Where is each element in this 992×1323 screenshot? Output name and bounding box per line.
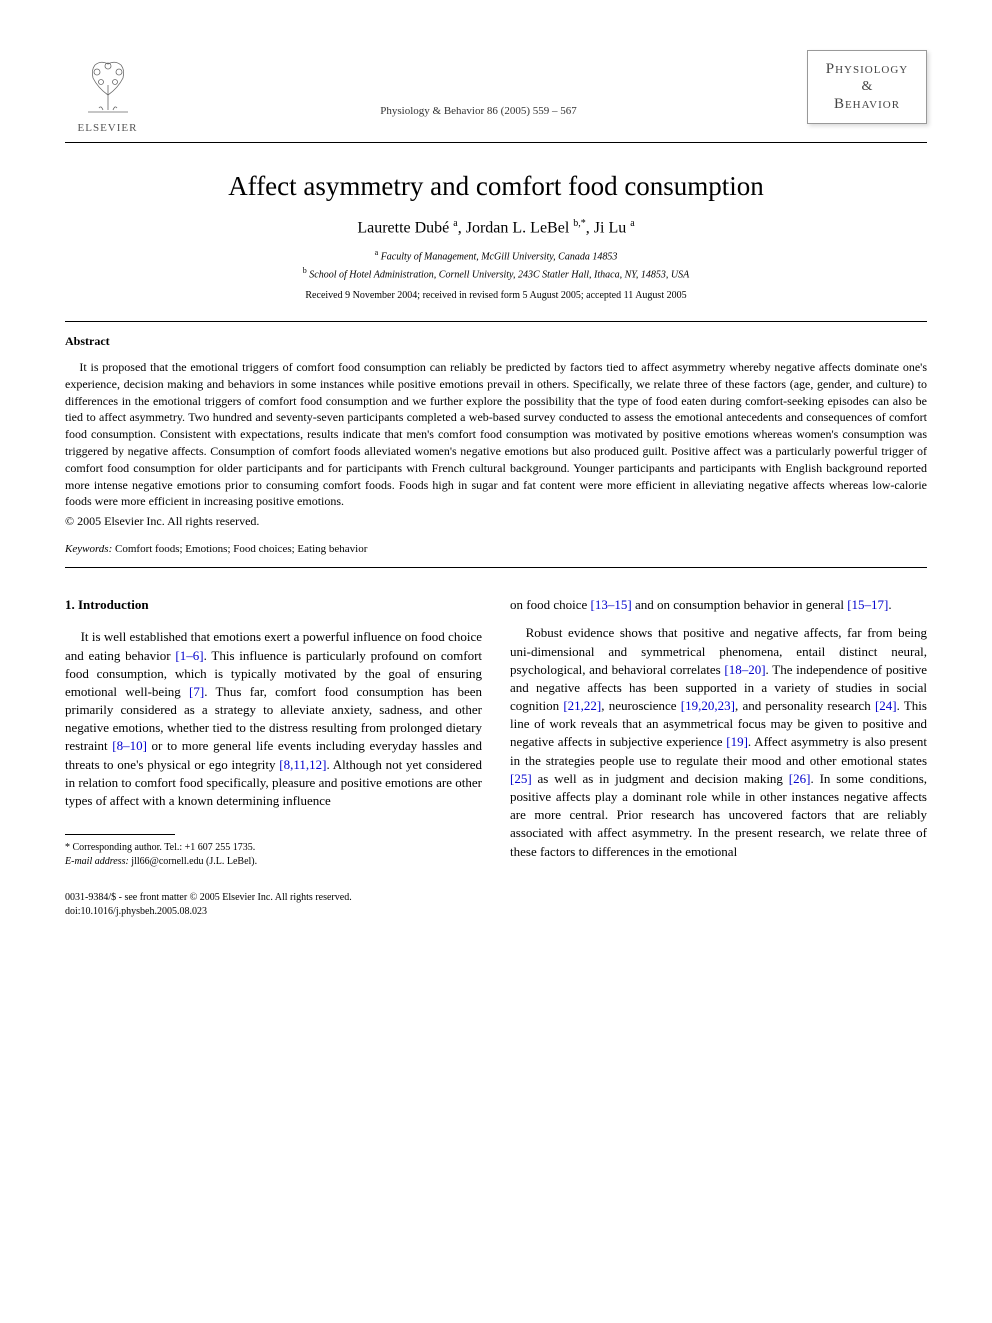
- footnote-rule: [65, 834, 175, 835]
- authors-line: Laurette Dubé a, Jordan L. LeBel b,*, Ji…: [65, 218, 927, 237]
- keywords-label: Keywords:: [65, 543, 112, 555]
- article-dates: Received 9 November 2004; received in re…: [65, 290, 927, 301]
- footnote-email-line: E-mail address: jll66@cornell.edu (J.L. …: [65, 855, 482, 869]
- ref-link[interactable]: [13–15]: [591, 597, 632, 612]
- journal-logo-box: Physiology & Behavior: [807, 50, 927, 124]
- footer-doi: doi:10.1016/j.physbeh.2005.08.023: [65, 905, 482, 919]
- header-rule: [65, 142, 927, 143]
- affiliation-a: a Faculty of Management, McGill Universi…: [65, 247, 927, 264]
- abstract-copyright: © 2005 Elsevier Inc. All rights reserved…: [65, 514, 927, 529]
- affiliations: a Faculty of Management, McGill Universi…: [65, 247, 927, 282]
- ref-link[interactable]: [15–17]: [847, 597, 888, 612]
- abstract-top-rule: [65, 321, 927, 322]
- intro-para-1-cont: on food choice [13–15] and on consumptio…: [510, 596, 927, 614]
- column-right: on food choice [13–15] and on consumptio…: [510, 596, 927, 919]
- journal-logo-ampersand: &: [814, 79, 920, 95]
- footnote-email: jll66@cornell.edu (J.L. LeBel).: [129, 856, 257, 867]
- intro-para-1: It is well established that emotions exe…: [65, 628, 482, 810]
- ref-link[interactable]: [24]: [875, 698, 897, 713]
- ref-link[interactable]: [26]: [789, 771, 811, 786]
- footnote-email-label: E-mail address:: [65, 856, 129, 867]
- header-row: ELSEVIER Physiology & Behavior 86 (2005)…: [65, 50, 927, 134]
- publisher-name: ELSEVIER: [78, 122, 138, 134]
- corresponding-author-footnote: * Corresponding author. Tel.: +1 607 255…: [65, 841, 482, 869]
- ref-link[interactable]: [19,20,23]: [681, 698, 735, 713]
- ref-link[interactable]: [1–6]: [175, 648, 203, 663]
- footer-block: 0031-9384/$ - see front matter © 2005 El…: [65, 891, 482, 919]
- elsevier-tree-icon: [73, 50, 143, 120]
- keywords-line: Keywords: Comfort foods; Emotions; Food …: [65, 543, 927, 555]
- journal-logo-physiology: Physiology: [814, 61, 920, 78]
- intro-heading: 1. Introduction: [65, 596, 482, 614]
- abstract-heading: Abstract: [65, 334, 927, 349]
- ref-link[interactable]: [18–20]: [724, 662, 765, 677]
- ref-link[interactable]: [8,11,12]: [279, 757, 326, 772]
- journal-reference: Physiology & Behavior 86 (2005) 559 – 56…: [150, 50, 807, 117]
- footnote-corr: * Corresponding author. Tel.: +1 607 255…: [65, 841, 482, 855]
- ref-link[interactable]: [8–10]: [112, 738, 147, 753]
- journal-logo-behavior: Behavior: [814, 96, 920, 113]
- intro-para-2: Robust evidence shows that positive and …: [510, 624, 927, 860]
- body-two-column: 1. Introduction It is well established t…: [65, 596, 927, 919]
- keywords-bottom-rule: [65, 567, 927, 568]
- ref-link[interactable]: [19]: [726, 734, 748, 749]
- footer-front-matter: 0031-9384/$ - see front matter © 2005 El…: [65, 891, 482, 905]
- column-left: 1. Introduction It is well established t…: [65, 596, 482, 919]
- abstract-text: It is proposed that the emotional trigge…: [65, 359, 927, 510]
- ref-link[interactable]: [7]: [189, 684, 204, 699]
- ref-link[interactable]: [21,22]: [563, 698, 601, 713]
- keywords-text: Comfort foods; Emotions; Food choices; E…: [112, 543, 367, 555]
- article-title: Affect asymmetry and comfort food consum…: [65, 171, 927, 202]
- affiliation-b: b School of Hotel Administration, Cornel…: [65, 265, 927, 282]
- ref-link[interactable]: [25]: [510, 771, 532, 786]
- publisher-logo: ELSEVIER: [65, 50, 150, 134]
